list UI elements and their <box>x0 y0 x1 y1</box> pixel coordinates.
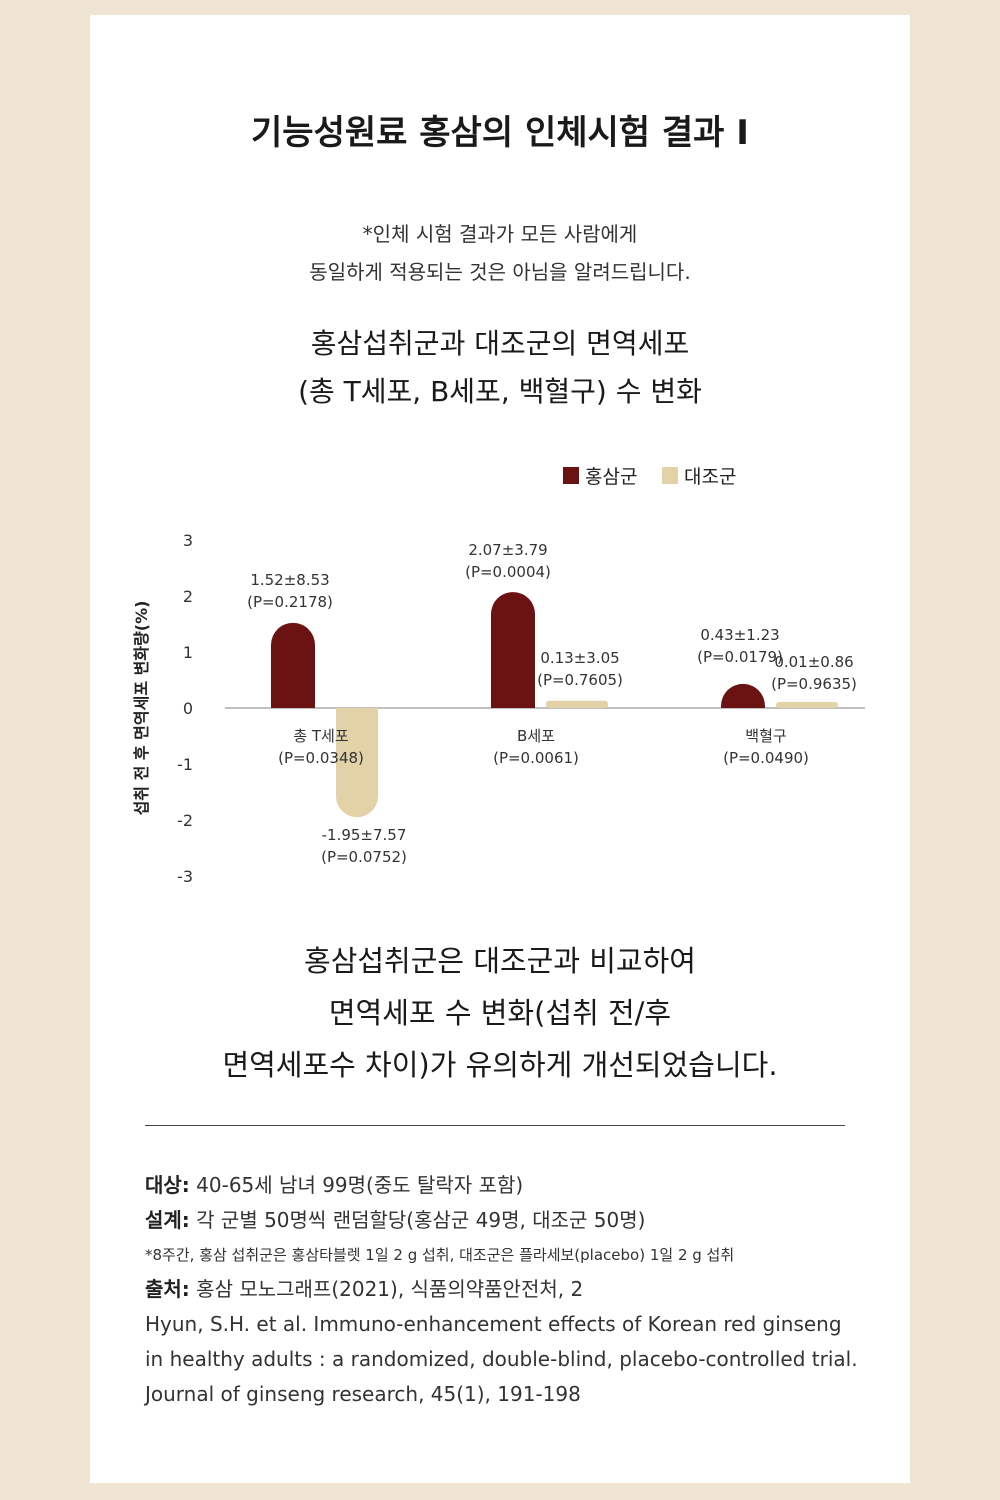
legend-swatch <box>563 467 579 484</box>
design-value: 각 군별 50명씩 랜덤할당(홍삼군 49명, 대조군 50명) <box>189 1208 646 1232</box>
data-label-p: (P=0.7605) <box>537 671 623 689</box>
reference-line: Journal of ginseng research, 45(1), 191-… <box>145 1382 581 1406</box>
source-line: 출처: 홍삼 모노그래프(2021), 식품의약품안전처, 2 <box>145 1272 905 1307</box>
category-label: 백혈구 <box>745 727 786 745</box>
data-label: 0.43±1.23 <box>700 626 779 644</box>
category-p-value: (P=0.0348) <box>278 749 364 767</box>
data-label-p: (P=0.0004) <box>465 563 551 581</box>
subject-value: 40-65세 남녀 99명(중도 탈락자 포함) <box>189 1173 524 1197</box>
bar-control <box>776 702 838 708</box>
conclusion: 홍삼섭취군은 대조군과 비교하여 면역세포 수 변화(섭취 전/후 면역세포수 … <box>90 935 910 1091</box>
y-tick-label: -3 <box>177 867 193 886</box>
disclaimer: *인체 시험 결과가 모든 사람에게 동일하게 적용되는 것은 아님을 알려드립… <box>90 215 910 291</box>
data-label-p: (P=0.0752) <box>321 848 407 866</box>
y-tick-label: 2 <box>183 587 193 606</box>
data-label: 0.13±3.05 <box>540 649 619 667</box>
data-label-p: (P=0.0179) <box>697 648 783 666</box>
chart-heading-line: (총 T세포, B세포, 백혈구) 수 변화 <box>298 375 702 408</box>
page-title: 기능성원료 홍삼의 인체시험 결과 I <box>251 113 749 153</box>
category-p-value: (P=0.0061) <box>493 749 579 767</box>
data-label: 0.01±0.86 <box>774 653 853 671</box>
conclusion-line: 면역세포수 차이)가 유의하게 개선되었습니다. <box>222 1048 778 1082</box>
design-key: 설계: <box>145 1208 190 1232</box>
disclaimer-line: *인체 시험 결과가 모든 사람에게 <box>362 222 638 246</box>
subject-line: 대상: 40-65세 남녀 99명(중도 탈락자 포함) <box>145 1168 905 1203</box>
source-value: 홍삼 모노그래프(2021), 식품의약품안전처, 2 <box>189 1277 584 1301</box>
study-notes: 대상: 40-65세 남녀 99명(중도 탈락자 포함) 설계: 각 군별 50… <box>145 1168 905 1412</box>
design-line: 설계: 각 군별 50명씩 랜덤할당(홍삼군 49명, 대조군 50명) <box>145 1203 905 1238</box>
category-label: 총 T세포 <box>293 727 349 745</box>
data-label-p: (P=0.9635) <box>771 675 857 693</box>
y-tick-label: -2 <box>177 811 193 830</box>
immune-cell-bar-chart: 섭취 전 후 면역세포 변화량(%) 3 2 1 0 -1 -2 -3 1.52±8.53 (P=… <box>132 466 865 886</box>
legend-label: 홍삼군 <box>585 466 637 488</box>
chart-heading-line: 홍삼섭취군과 대조군의 면역세포 <box>310 327 690 360</box>
subject-key: 대상: <box>145 1173 190 1197</box>
bar-control <box>336 708 378 818</box>
disclaimer-line: 동일하게 적용되는 것은 아님을 알려드립니다. <box>309 260 691 284</box>
data-label-p: (P=0.2178) <box>247 593 333 611</box>
data-label: -1.95±7.57 <box>322 826 407 844</box>
category-label: B세포 <box>517 727 555 745</box>
bar-ginseng <box>721 683 765 708</box>
conclusion-line: 홍삼섭취군은 대조군과 비교하여 <box>304 944 696 978</box>
category-p-value: (P=0.0490) <box>723 749 809 767</box>
y-tick-label: 1 <box>183 643 193 662</box>
y-tick-label: 3 <box>183 531 193 550</box>
reference-line: in healthy adults : a randomized, double… <box>145 1347 858 1371</box>
reference-line: Hyun, S.H. et al. Immuno-enhancement eff… <box>145 1312 842 1336</box>
y-axis-title: 섭취 전 후 면역세포 변화량(%) <box>132 601 151 816</box>
chart-heading: 홍삼섭취군과 대조군의 면역세포 (총 T세포, B세포, 백혈구) 수 변화 <box>90 320 910 416</box>
y-tick-label: -1 <box>177 755 193 774</box>
content-card: 기능성원료 홍삼의 인체시험 결과 I *인체 시험 결과가 모든 사람에게 동… <box>90 15 910 1483</box>
legend-label: 대조군 <box>684 466 736 488</box>
source-key: 출처: <box>145 1277 190 1301</box>
conclusion-line: 면역세포 수 변화(섭취 전/후 <box>328 996 672 1030</box>
bar-ginseng <box>271 622 315 708</box>
data-label: 2.07±3.79 <box>468 541 547 559</box>
bar-control <box>546 700 608 708</box>
divider <box>145 1125 845 1126</box>
data-label: 1.52±8.53 <box>250 571 329 589</box>
y-tick-label: 0 <box>183 699 193 718</box>
footnote: *8주간, 홍삼 섭취군은 홍삼타블렛 1일 2 g 섭취, 대조군은 플라세보… <box>145 1246 735 1264</box>
legend-swatch <box>662 467 678 484</box>
bar-ginseng <box>491 592 535 708</box>
